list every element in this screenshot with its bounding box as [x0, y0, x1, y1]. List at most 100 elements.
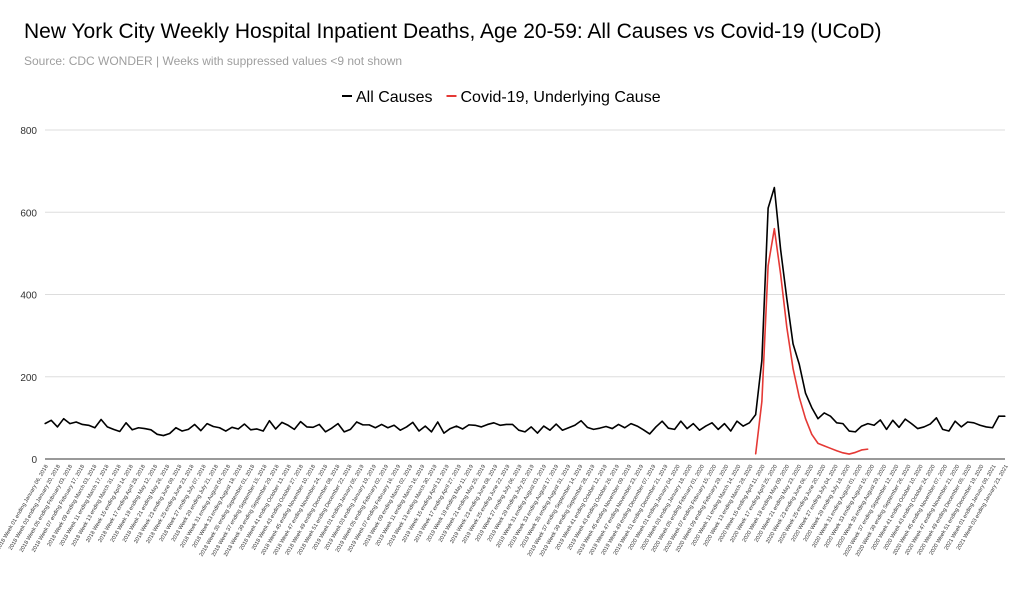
data-point: [842, 423, 844, 425]
data-point: [630, 423, 632, 425]
data-point: [655, 426, 657, 428]
data-point: [998, 415, 1000, 417]
data-point: [954, 420, 956, 422]
data-point: [362, 424, 364, 426]
data-point: [755, 453, 757, 455]
data-point: [817, 418, 819, 420]
data-point: [767, 207, 769, 209]
data-point: [299, 420, 302, 423]
data-point: [187, 428, 189, 430]
data-point: [312, 426, 314, 428]
data-point: [75, 421, 77, 423]
data-point: [268, 420, 271, 422]
data-point: [804, 392, 807, 394]
data-point: [599, 427, 601, 429]
data-point: [443, 432, 445, 434]
data-point: [1004, 415, 1006, 417]
data-point: [967, 421, 969, 423]
data-point: [861, 425, 863, 427]
data-point: [243, 423, 246, 425]
data-point: [393, 424, 395, 426]
data-point: [624, 427, 626, 429]
data-point: [225, 430, 227, 432]
data-point: [250, 429, 252, 431]
data-point: [549, 429, 551, 431]
data-point: [306, 426, 308, 428]
data-point: [468, 424, 470, 426]
data-point: [798, 363, 800, 366]
data-point: [898, 426, 900, 428]
data-point: [318, 423, 320, 426]
data-point: [592, 428, 595, 430]
data-point: [836, 422, 838, 424]
data-point: [917, 427, 919, 430]
data-point: [823, 445, 825, 447]
data-point: [779, 273, 782, 275]
data-point: [237, 428, 239, 430]
data-point: [811, 433, 813, 435]
data-point: [649, 433, 651, 435]
data-point: [892, 419, 894, 421]
data-point: [829, 447, 832, 449]
data-point: [923, 426, 925, 428]
data-point: [848, 453, 850, 455]
data-point: [474, 424, 476, 426]
data-point: [430, 431, 433, 433]
data-point: [212, 425, 214, 428]
data-point: [536, 432, 539, 434]
data-point: [829, 415, 832, 417]
data-point: [748, 422, 751, 424]
data-point: [811, 406, 813, 409]
data-point: [381, 423, 383, 426]
data-point: [979, 424, 981, 426]
data-point: [661, 420, 663, 422]
data-point: [412, 421, 414, 423]
data-point: [194, 423, 196, 426]
data-point: [169, 432, 171, 435]
data-point: [736, 420, 738, 422]
data-point: [842, 452, 844, 454]
data-point: [730, 430, 732, 432]
data-point: [617, 423, 620, 426]
data-point: [674, 428, 676, 430]
legend: All Causes Covid-19, Underlying Cause: [342, 89, 661, 106]
data-point: [424, 425, 426, 427]
data-point: [374, 427, 376, 429]
data-point: [555, 423, 557, 425]
data-point: [935, 417, 938, 419]
data-point: [642, 429, 645, 431]
data-point: [742, 425, 744, 427]
data-point: [786, 326, 788, 328]
data-point: [973, 422, 975, 424]
series-line-1: [754, 227, 868, 455]
data-point: [767, 265, 769, 267]
data-point: [175, 427, 177, 429]
data-point: [144, 427, 146, 430]
y-tick-label: 800: [20, 126, 37, 137]
data-point: [804, 418, 807, 420]
data-point: [287, 424, 289, 426]
data-point: [106, 426, 108, 428]
data-point: [94, 427, 96, 429]
data-point: [418, 430, 420, 432]
data-point: [462, 428, 464, 430]
data-point: [131, 429, 133, 431]
data-point: [499, 424, 501, 426]
data-point: [200, 430, 202, 432]
y-tick-label: 600: [20, 208, 37, 219]
data-point: [437, 421, 439, 423]
data-point: [493, 422, 495, 424]
data-point: [580, 420, 582, 422]
data-point: [206, 423, 208, 425]
legend-label: All Causes: [356, 89, 432, 106]
data-point: [792, 343, 794, 345]
data-point: [69, 423, 71, 425]
data-point: [904, 418, 906, 420]
data-point: [256, 428, 258, 430]
data-point: [56, 426, 59, 428]
data-point: [81, 423, 83, 426]
data-point: [455, 425, 458, 427]
data-point: [480, 426, 482, 428]
data-point: [518, 429, 520, 431]
data-point: [786, 298, 788, 300]
